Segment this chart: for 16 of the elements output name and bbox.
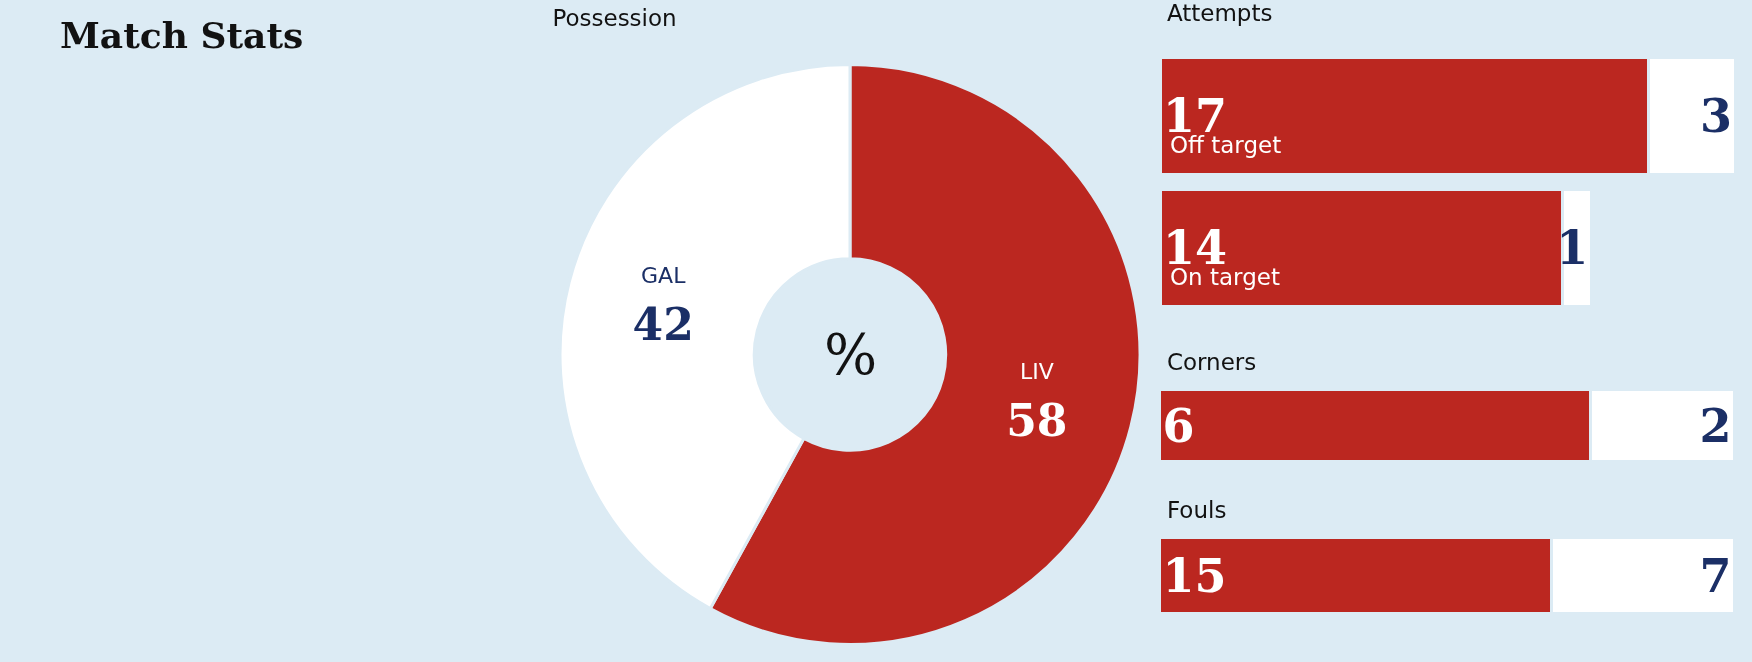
text: Match Stats [60, 14, 304, 56]
data-label: 3 [1699, 89, 1732, 143]
data-label: 15 [1162, 548, 1227, 603]
chart-title: Fouls [1166, 496, 1227, 523]
chart-title: Corners [1166, 348, 1257, 375]
data-label: 6 [1162, 398, 1195, 453]
text: % [824, 322, 878, 387]
chart-title: Possession [552, 5, 677, 32]
data-label: 1 [1556, 221, 1589, 275]
slice-label: GAL [641, 262, 687, 288]
data-label: 2 [1699, 398, 1732, 453]
chart-title: Attempts [1166, 0, 1273, 26]
data-label: 42 [632, 299, 694, 351]
slice-label: LIV [1019, 358, 1054, 384]
data-label: 7 [1699, 548, 1732, 603]
data-label: 58 [1006, 395, 1068, 447]
